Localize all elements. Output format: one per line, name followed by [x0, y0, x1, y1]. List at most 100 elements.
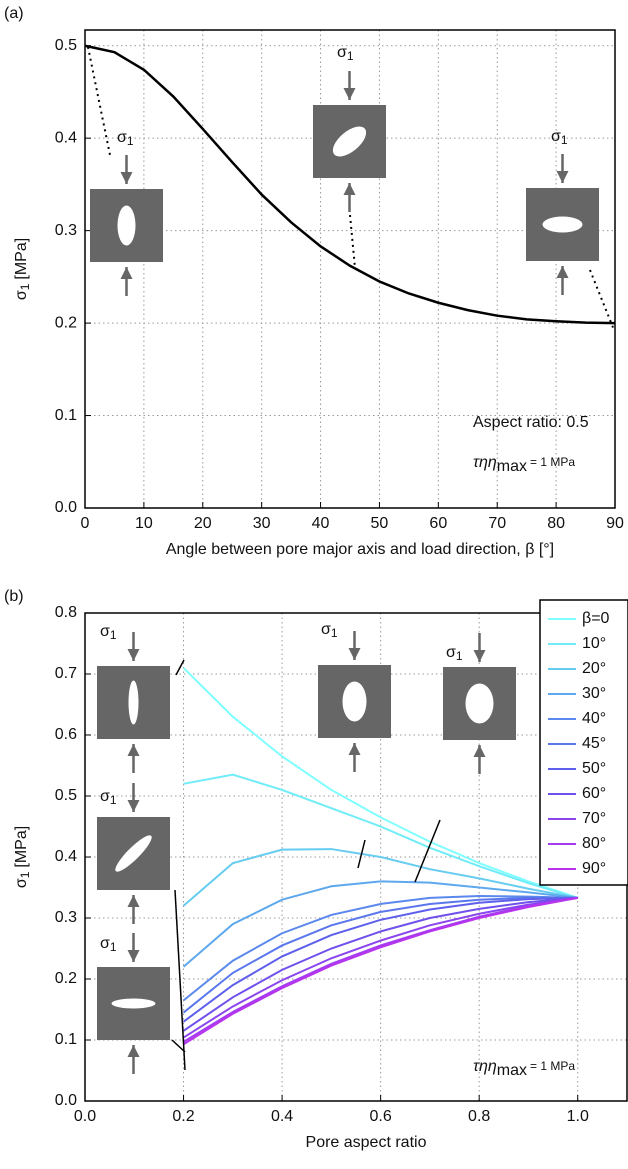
annotation: τηηmax = 1 MPa — [473, 454, 575, 475]
legend-label: 70° — [582, 810, 606, 827]
data-line — [182, 896, 578, 1014]
arrow-head — [473, 745, 486, 757]
y-tick-label: 0.8 — [55, 604, 77, 621]
y-tick-label: 0.5 — [55, 37, 77, 54]
arrow-head — [348, 743, 361, 755]
arrow-head — [556, 171, 569, 183]
annotation-sub: max — [497, 1062, 527, 1079]
data-line — [183, 896, 578, 1039]
y-axis-label: σ1 [MPa] — [13, 826, 32, 888]
pore — [465, 683, 494, 724]
panel-label: (a) — [4, 5, 24, 22]
annotation-rest: = 1 MPa — [530, 1059, 575, 1073]
leader — [175, 659, 185, 676]
legend-label: 45° — [582, 735, 606, 752]
arrow-head — [473, 650, 486, 662]
y-tick-label: 0.0 — [55, 499, 77, 516]
x-tick-label: 30 — [253, 515, 271, 532]
arrow-head — [127, 800, 140, 812]
pore — [115, 835, 152, 872]
x-tick-label: 10 — [135, 515, 153, 532]
inset-label-main: σ — [337, 44, 347, 61]
y-tick-label: 0.2 — [55, 970, 77, 987]
inset-label-sub: 1 — [456, 649, 463, 663]
x-tick-label: 0.4 — [271, 1108, 293, 1125]
leader — [171, 1039, 186, 1053]
y-tick-label: 0.5 — [55, 787, 77, 804]
legend-label: 50° — [582, 760, 606, 777]
x-tick-label: 1.0 — [567, 1108, 589, 1125]
data-line — [84, 44, 616, 325]
inset-label: σ1 — [100, 935, 117, 954]
annotation: τηηmax = 1 MPa — [473, 1058, 575, 1079]
data-line — [182, 896, 578, 1023]
legend-label: 90° — [582, 860, 606, 877]
arrow-head — [343, 88, 356, 100]
inset-label: σ1 — [117, 129, 134, 148]
inset-label-sub: 1 — [331, 626, 338, 640]
inset-label-sub: 1 — [127, 134, 134, 148]
inset-label-main: σ — [100, 788, 110, 805]
inset-label-main: σ — [100, 935, 110, 952]
inset-label-sub: 1 — [561, 133, 568, 147]
legend-label: 60° — [582, 785, 606, 802]
inset-label-main: σ — [551, 128, 561, 145]
x-tick-label: 0 — [81, 515, 90, 532]
arrow-head — [343, 183, 356, 195]
leader — [589, 269, 615, 331]
inset-label: σ1 — [337, 44, 354, 63]
inset-label-main: σ — [100, 623, 110, 640]
arrow-head — [120, 172, 133, 184]
inset-label: σ1 — [100, 788, 117, 807]
leader — [357, 839, 366, 869]
legend-label: 30° — [582, 685, 606, 702]
legend-label: 20° — [582, 660, 606, 677]
arrow-head — [127, 1045, 140, 1057]
legend-label: β=0 — [582, 610, 610, 627]
x-tick-label: 90 — [606, 515, 624, 532]
y-tick-label: 0.4 — [55, 129, 77, 146]
leader — [349, 214, 356, 269]
pore — [332, 126, 367, 157]
arrow-head — [556, 266, 569, 278]
arrow-head — [348, 648, 361, 660]
annotation-main: τηη — [473, 454, 497, 471]
annotation: Aspect ratio: 0.5 — [473, 414, 589, 431]
y-tick-label: 0.3 — [55, 909, 77, 926]
arrow-head — [120, 267, 133, 279]
inset-label: σ1 — [100, 623, 117, 642]
legend-box — [539, 599, 628, 886]
legend-label: 40° — [582, 710, 606, 727]
y-axis-label-unit: [MPa] — [13, 238, 30, 280]
y-tick-label: 0.6 — [55, 726, 77, 743]
inset-label-main: σ — [321, 621, 331, 638]
inset-label: σ1 — [321, 621, 338, 640]
inset-label-main: σ — [446, 644, 456, 661]
data-line — [182, 895, 578, 1002]
inset-label: σ1 — [551, 128, 568, 147]
y-axis-label-sub: 1 — [18, 283, 32, 290]
data-line — [183, 773, 579, 899]
data-line — [182, 667, 579, 899]
data-line — [182, 896, 578, 1032]
legend-label: 10° — [582, 635, 606, 652]
arrow-head — [127, 950, 140, 962]
x-tick-label: 60 — [429, 515, 447, 532]
x-tick-label: 0.0 — [74, 1108, 96, 1125]
y-axis-label-main: σ — [13, 878, 30, 888]
data-line — [182, 848, 578, 907]
y-axis-label: σ1 [MPa] — [13, 238, 32, 300]
panel-label: (b) — [4, 588, 24, 605]
arrow-head — [127, 895, 140, 907]
pore — [111, 998, 156, 1009]
leader — [87, 46, 111, 156]
x-axis-label: Angle between pore major axis and load d… — [166, 541, 554, 558]
inset-label-sub: 1 — [110, 628, 117, 642]
plot-frame — [84, 29, 616, 509]
annotation-sub: max — [497, 458, 527, 475]
inset-label: σ1 — [446, 644, 463, 663]
y-axis-label-sub: 1 — [18, 871, 32, 878]
annotation-main: τηη — [473, 1058, 497, 1075]
x-axis-label: Pore aspect ratio — [306, 1134, 427, 1151]
